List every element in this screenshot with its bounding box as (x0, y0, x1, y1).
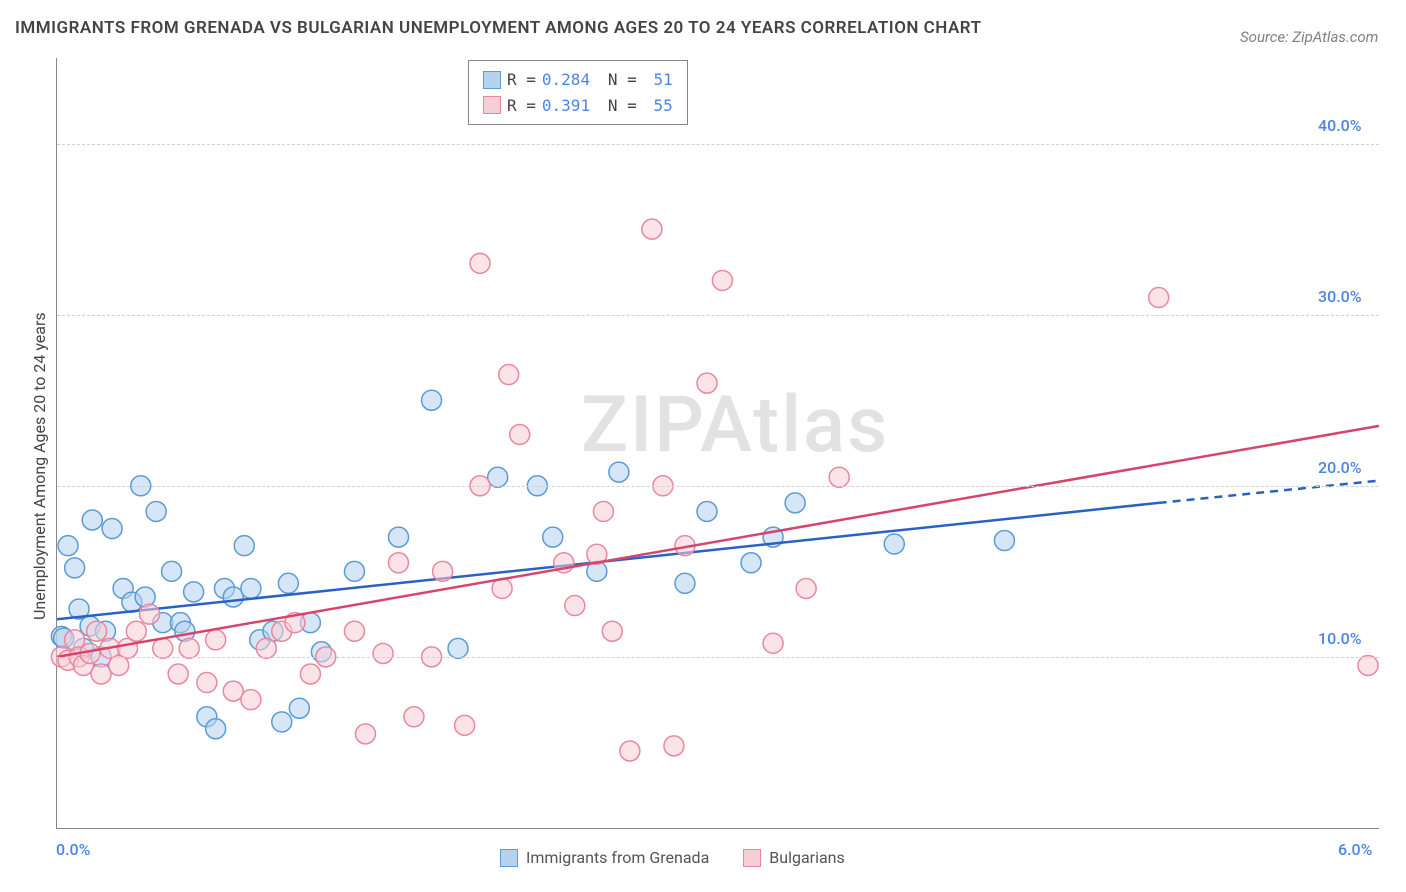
data-point-bulgarians (829, 467, 849, 487)
y-tick-label: 20.0% (1318, 458, 1362, 477)
x-tick-label: 6.0% (1338, 840, 1372, 859)
y-tick-label: 30.0% (1318, 287, 1362, 306)
data-point-grenada (994, 531, 1014, 551)
legend-r-value: 0.284 (542, 67, 602, 93)
legend-item: Bulgarians (743, 848, 844, 867)
data-point-grenada (389, 527, 409, 547)
data-point-bulgarians (256, 638, 276, 658)
gridline (57, 144, 1379, 145)
data-point-bulgarians (241, 690, 261, 710)
legend-row: R =0.284N =51 (483, 67, 673, 93)
data-point-grenada (675, 573, 695, 593)
data-point-grenada (162, 561, 182, 581)
data-point-bulgarians (344, 621, 364, 641)
data-point-bulgarians (300, 664, 320, 684)
data-point-bulgarians (763, 633, 783, 653)
data-point-grenada (82, 510, 102, 530)
y-tick-label: 10.0% (1318, 629, 1362, 648)
data-point-bulgarians (470, 253, 490, 273)
data-point-grenada (785, 493, 805, 513)
data-point-bulgarians (373, 643, 393, 663)
data-point-grenada (609, 462, 629, 482)
data-point-grenada (697, 501, 717, 521)
data-point-grenada (884, 534, 904, 554)
data-point-grenada (289, 698, 309, 718)
legend-correlation: R =0.284N =51R =0.391N =55 (468, 60, 688, 125)
data-point-bulgarians (620, 741, 640, 761)
data-point-grenada (102, 519, 122, 539)
legend-n-label: N = (608, 93, 637, 119)
y-tick-label: 40.0% (1318, 116, 1362, 135)
data-point-grenada (741, 553, 761, 573)
data-point-grenada (146, 501, 166, 521)
legend-r-value: 0.391 (542, 93, 602, 119)
legend-n-label: N = (608, 67, 637, 93)
gridline (57, 315, 1379, 316)
legend-n-value: 55 (643, 93, 673, 119)
data-point-bulgarians (404, 707, 424, 727)
source-label: Source: ZipAtlas.com (1240, 28, 1378, 46)
gridline (57, 657, 1379, 658)
legend-label: Immigrants from Grenada (526, 848, 709, 867)
data-point-grenada (344, 561, 364, 581)
data-point-grenada (184, 582, 204, 602)
data-point-bulgarians (455, 715, 475, 735)
data-point-bulgarians (168, 664, 188, 684)
data-point-grenada (206, 719, 226, 739)
data-point-grenada (278, 573, 298, 593)
data-point-bulgarians (87, 621, 107, 641)
legend-n-value: 51 (643, 67, 673, 93)
data-point-grenada (234, 536, 254, 556)
data-point-bulgarians (355, 724, 375, 744)
chart-svg (57, 58, 1379, 828)
legend-series: Immigrants from Grenada Bulgarians (500, 848, 845, 867)
data-point-bulgarians (1358, 655, 1378, 675)
legend-row: R =0.391N =55 (483, 93, 673, 119)
data-point-bulgarians (140, 604, 160, 624)
gridline (57, 486, 1379, 487)
y-axis-label: Unemployment Among Ages 20 to 24 years (30, 312, 49, 620)
data-point-bulgarians (642, 219, 662, 239)
data-point-grenada (65, 558, 85, 578)
trend-line-dash-grenada (1159, 481, 1379, 503)
data-point-bulgarians (602, 621, 622, 641)
data-point-bulgarians (179, 638, 199, 658)
data-point-bulgarians (153, 638, 173, 658)
data-point-bulgarians (499, 365, 519, 385)
legend-swatch (483, 96, 501, 114)
data-point-bulgarians (712, 270, 732, 290)
data-point-bulgarians (796, 578, 816, 598)
data-point-grenada (448, 638, 468, 658)
plot-area: ZIPAtlas (56, 58, 1379, 829)
data-point-grenada (58, 536, 78, 556)
data-point-bulgarians (126, 621, 146, 641)
data-point-grenada (272, 712, 292, 732)
legend-r-label: R = (507, 93, 536, 119)
data-point-bulgarians (593, 501, 613, 521)
data-point-grenada (543, 527, 563, 547)
data-point-bulgarians (433, 561, 453, 581)
legend-swatch (500, 849, 518, 867)
legend-r-label: R = (507, 67, 536, 93)
chart-title: IMMIGRANTS FROM GRENADA VS BULGARIAN UNE… (15, 18, 982, 38)
data-point-grenada (241, 578, 261, 598)
data-point-bulgarians (510, 424, 530, 444)
legend-swatch (483, 71, 501, 89)
x-tick-label: 0.0% (56, 840, 90, 859)
legend-label: Bulgarians (769, 848, 844, 867)
data-point-bulgarians (697, 373, 717, 393)
data-point-grenada (422, 390, 442, 410)
data-point-bulgarians (206, 630, 226, 650)
legend-item: Immigrants from Grenada (500, 848, 709, 867)
data-point-bulgarians (389, 553, 409, 573)
data-point-bulgarians (197, 673, 217, 693)
data-point-bulgarians (565, 596, 585, 616)
data-point-bulgarians (1149, 288, 1169, 308)
trend-line-bulgarians (57, 426, 1379, 657)
data-point-bulgarians (664, 736, 684, 756)
legend-swatch (743, 849, 761, 867)
